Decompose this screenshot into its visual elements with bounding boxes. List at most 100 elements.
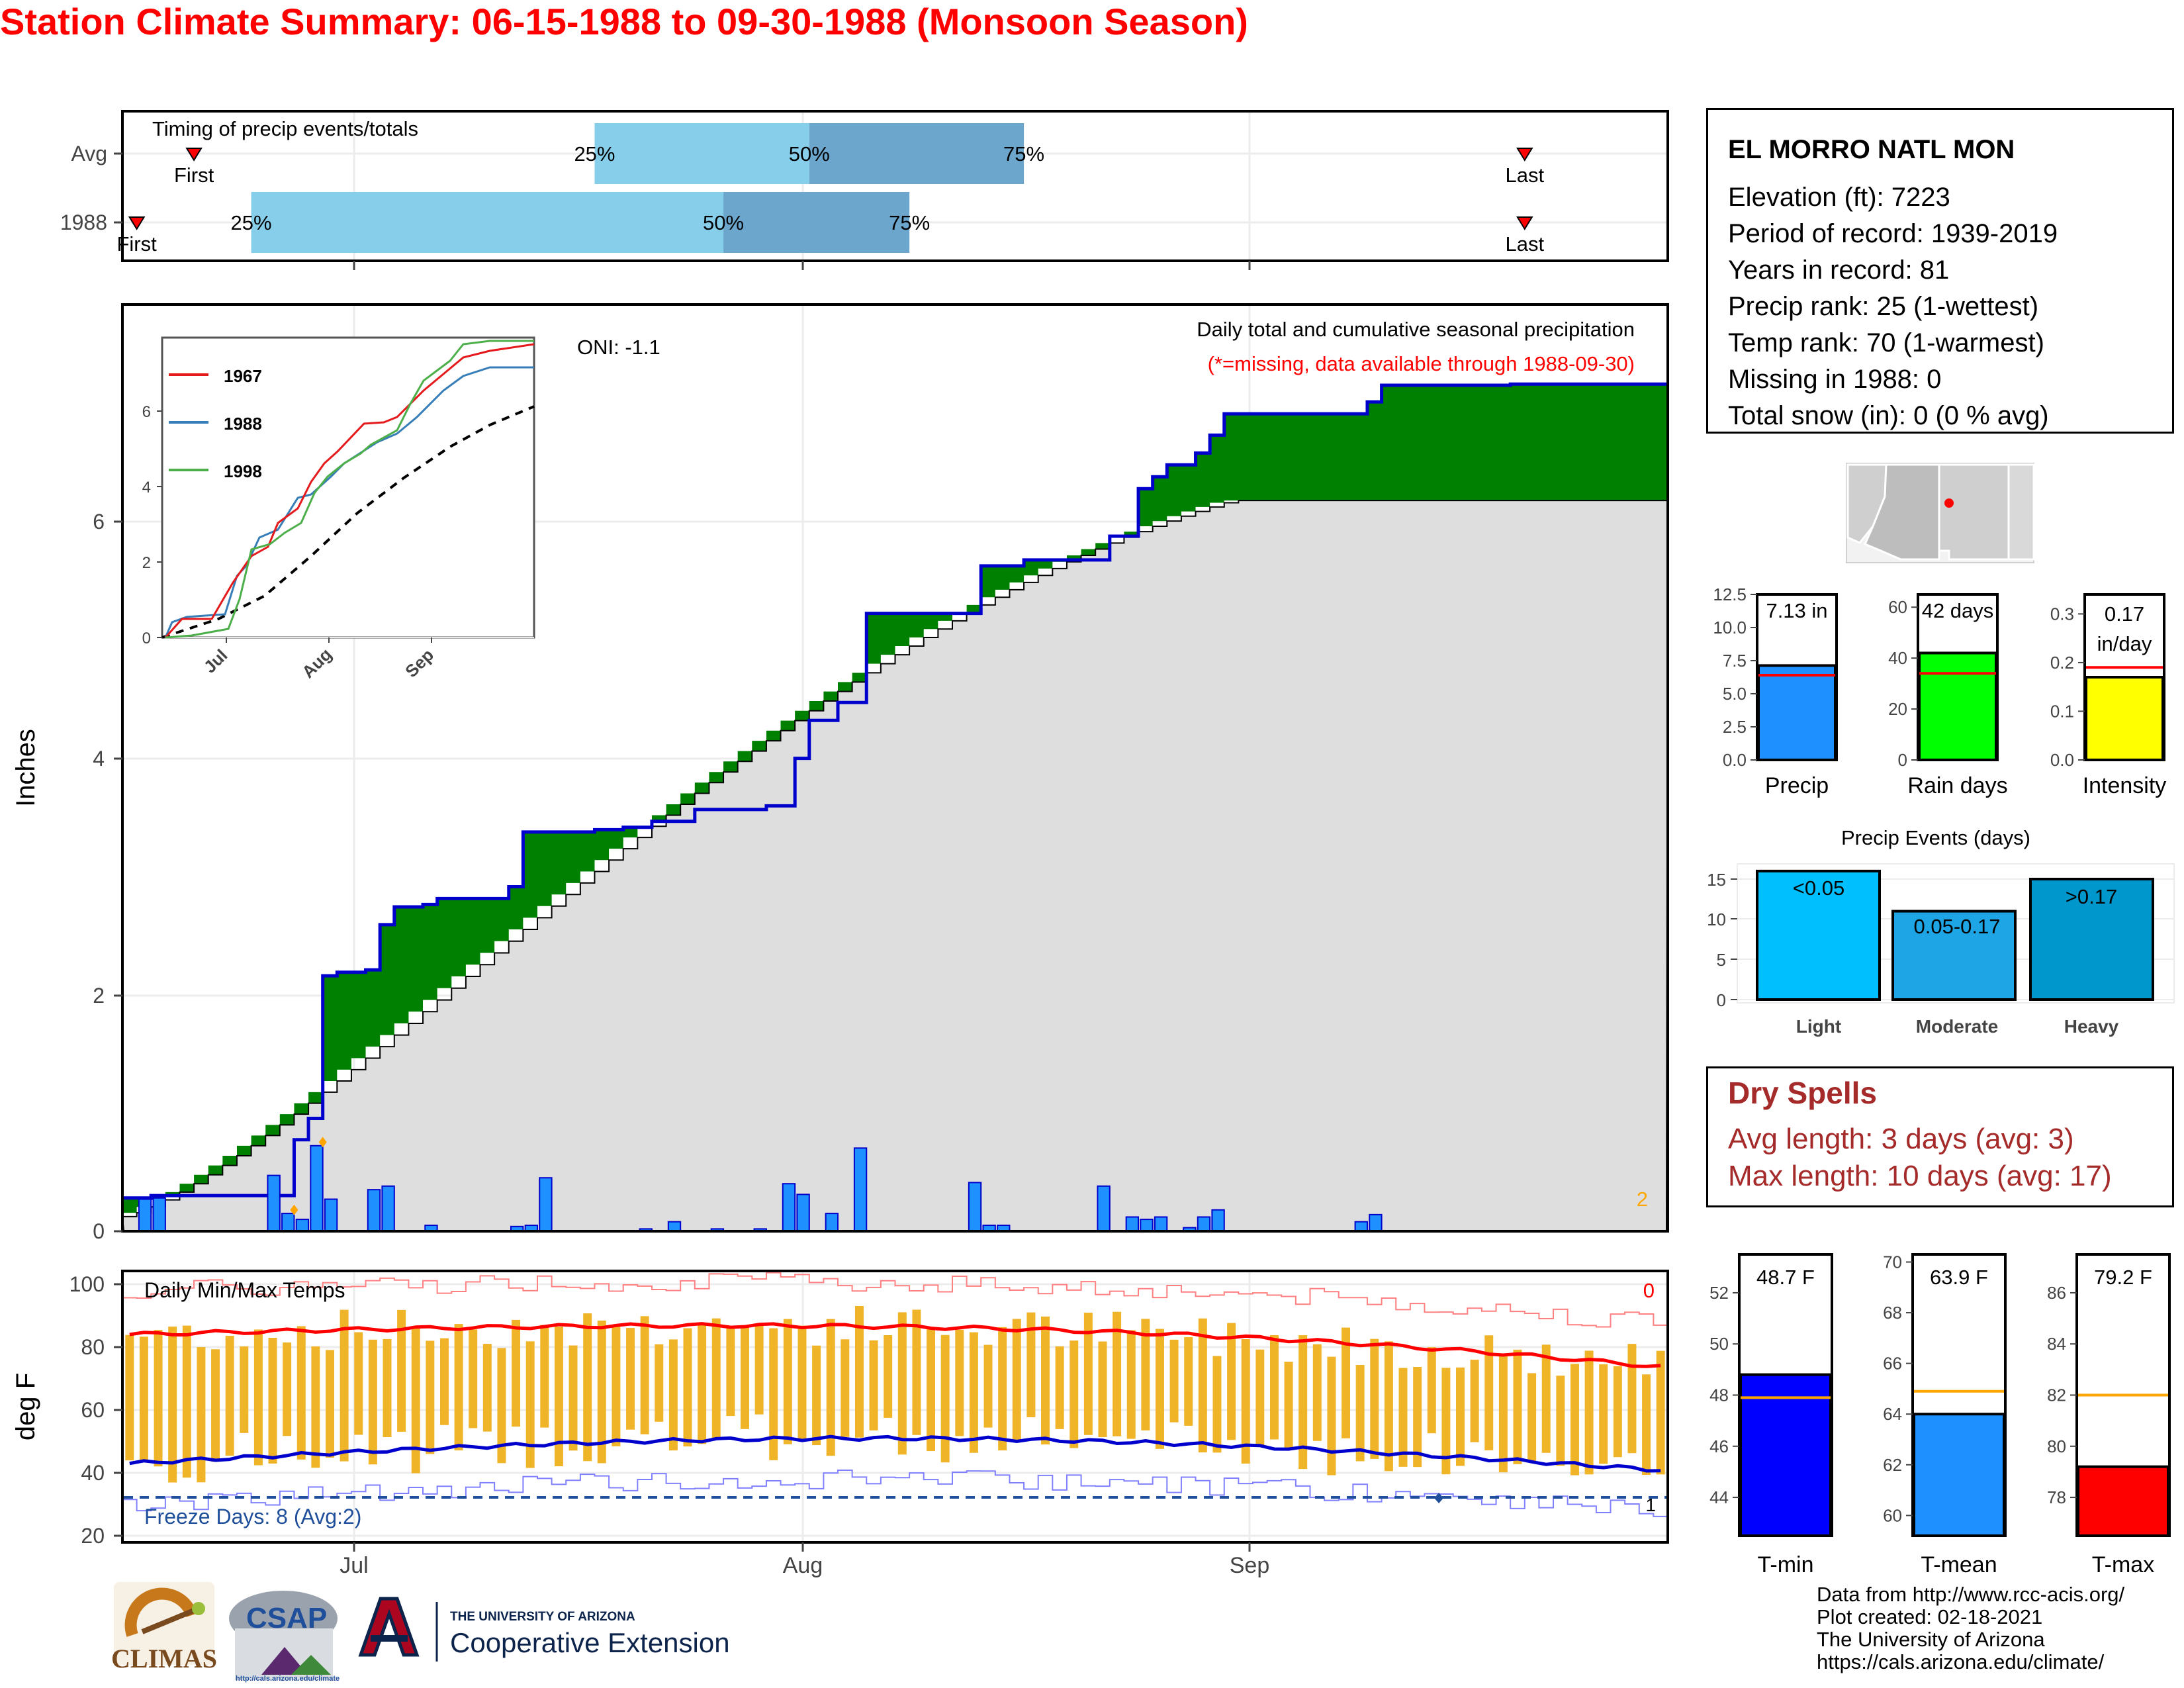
mini-chart-ytick: 50 — [1709, 1334, 1729, 1354]
daily-temp-bar — [1327, 1356, 1336, 1476]
daily-temp-bar — [296, 1326, 306, 1460]
daily-precip-bar — [853, 1147, 868, 1233]
daily-temp-bar — [1227, 1323, 1236, 1440]
precip-chart-subtitle: (*=missing, data available through 1988-… — [1208, 352, 1635, 375]
daily-temp-bar — [383, 1338, 392, 1437]
mini-chart-value-label: 79.2 F — [2094, 1266, 2152, 1289]
daily-precip-bar — [1125, 1216, 1140, 1233]
precip-ytick-0: 0 — [93, 1219, 105, 1243]
mini-chart-ytick: 86 — [2047, 1283, 2066, 1303]
daily-temp-bar — [1584, 1350, 1594, 1475]
daily-temp-bar — [569, 1345, 578, 1451]
csap-logo-text: CSAP — [246, 1602, 328, 1634]
daily-temp-bar — [1456, 1367, 1465, 1466]
xtick-sep: Sep — [1230, 1553, 1270, 1578]
record-high-line — [122, 1272, 1668, 1328]
daily-temp-bar — [1427, 1347, 1436, 1434]
daily-temp-bar — [397, 1309, 406, 1432]
timing-first-label: First — [174, 164, 214, 187]
precip-ytick-6: 6 — [93, 510, 105, 534]
mini-chart-ytick: 0.0 — [1723, 750, 1747, 770]
mini-chart-title: T-min — [1758, 1552, 1814, 1577]
mini-chart-precip: 0.0 2.5 5.0 7.5 10.0 12.5 Precip 7.13 in — [1713, 585, 1838, 798]
daily-temp-bar — [1613, 1366, 1622, 1458]
daily-precip-bar — [1197, 1216, 1211, 1233]
daily-temp-bar — [884, 1335, 893, 1418]
daily-precip-bar — [381, 1185, 395, 1233]
daily-precip-bar — [782, 1183, 796, 1232]
daily-temp-bar — [1384, 1341, 1393, 1472]
events-xtick-moderate: Moderate — [1916, 1016, 1998, 1037]
daily-precip-bar — [324, 1198, 338, 1232]
daily-temp-bar — [512, 1319, 521, 1427]
daily-temp-bar — [869, 1340, 878, 1430]
daily-temp-bar — [812, 1345, 821, 1446]
precip-event-bar-moderate — [1891, 910, 2017, 1001]
daily-precip-bar — [281, 1213, 295, 1232]
timing-pct-label: 75% — [1003, 142, 1044, 165]
daily-precip-bar — [1097, 1185, 1111, 1233]
daily-temp-bar — [1069, 1340, 1079, 1448]
mini-chart-ytick: 64 — [1883, 1404, 1902, 1424]
station-name: EL MORRO NATL MON — [1728, 135, 2015, 164]
daily-precip-bar — [367, 1189, 381, 1232]
last-marker-icon — [1516, 148, 1533, 162]
daily-temp-bar — [998, 1327, 1007, 1451]
daily-temp-bar — [683, 1328, 692, 1447]
daily-temp-bar — [826, 1319, 835, 1456]
daily-temp-bar — [969, 1332, 978, 1453]
daily-temp-bar — [411, 1326, 420, 1474]
daily-temp-bar — [439, 1338, 449, 1425]
timing-row-1988-label: 1988 — [60, 211, 107, 234]
inset-legend-1967: 1967 — [224, 366, 262, 386]
daily-temp-bar — [626, 1328, 635, 1430]
daily-precip-bar — [1154, 1216, 1168, 1233]
mini-chart-intensity: 0.0 0.1 0.2 0.3 Intensity 0.17 in/day — [2050, 593, 2166, 798]
daily-temp-bar — [797, 1325, 807, 1442]
daily-temp-bar — [711, 1318, 721, 1440]
mini-chart-ytick: 82 — [2047, 1385, 2066, 1405]
orange-marker-icon — [290, 1204, 298, 1215]
first-marker-icon — [185, 148, 203, 162]
daily-temp-bar — [597, 1320, 606, 1464]
timing-pct-label: 50% — [703, 211, 744, 234]
daily-temp-bar — [1298, 1335, 1308, 1470]
timing-box-lower-1988 — [251, 192, 724, 253]
timing-box-upper-Avg — [809, 123, 1024, 184]
daily-temp-bar — [1241, 1339, 1250, 1464]
daily-temp-bar — [1642, 1374, 1651, 1476]
daily-temp-bar — [854, 1305, 864, 1438]
precip-event-bar-heavy — [2029, 878, 2154, 1001]
inset-legend-1988: 1988 — [224, 414, 262, 434]
daily-temp-bar — [1312, 1344, 1322, 1441]
temp-chart-title: Daily Min/Max Temps — [144, 1278, 345, 1302]
mini-chart-bar — [2077, 1465, 2169, 1538]
mini-chart-title: T-mean — [1921, 1552, 1997, 1577]
mini-chart-bar — [1757, 664, 1837, 762]
daily-temp-bar — [1599, 1364, 1608, 1464]
dry-spells-avg: Avg length: 3 days (avg: 3) — [1728, 1123, 2074, 1155]
daily-temp-bar — [1269, 1335, 1279, 1440]
daily-temp-bar — [741, 1325, 749, 1429]
daily-temp-bar — [640, 1316, 649, 1434]
daily-temp-bar — [1255, 1349, 1265, 1446]
daily-temp-bar — [783, 1319, 792, 1444]
daily-temp-bar — [940, 1335, 950, 1463]
station-temp-rank: Temp rank: 70 (1-warmest) — [1728, 328, 2044, 357]
timing-panel-label: Timing of precip events/totals — [152, 117, 418, 140]
daily-temp-bar — [426, 1340, 435, 1454]
climas-logo-text: CLIMAS — [111, 1644, 218, 1673]
daily-temp-bar — [668, 1339, 678, 1451]
daily-precip-bar — [295, 1219, 310, 1232]
ua-line2: Cooperative Extension — [450, 1627, 730, 1658]
daily-temp-bar — [340, 1309, 349, 1462]
daily-precip-bar — [968, 1182, 982, 1233]
daily-temp-bar — [1055, 1346, 1064, 1429]
precip-chart-title: Daily total and cumulative seasonal prec… — [1197, 318, 1635, 341]
credit-url: https://cals.arizona.edu/climate/ — [1817, 1650, 2105, 1673]
precip-corner-count: 2 — [1637, 1188, 1648, 1211]
temp-ytick-80: 80 — [81, 1335, 105, 1359]
events-bar-label-heavy: >0.17 — [2066, 885, 2117, 908]
mini-chart-ytick: 5.0 — [1723, 684, 1747, 704]
daily-temp-bar — [482, 1344, 492, 1432]
